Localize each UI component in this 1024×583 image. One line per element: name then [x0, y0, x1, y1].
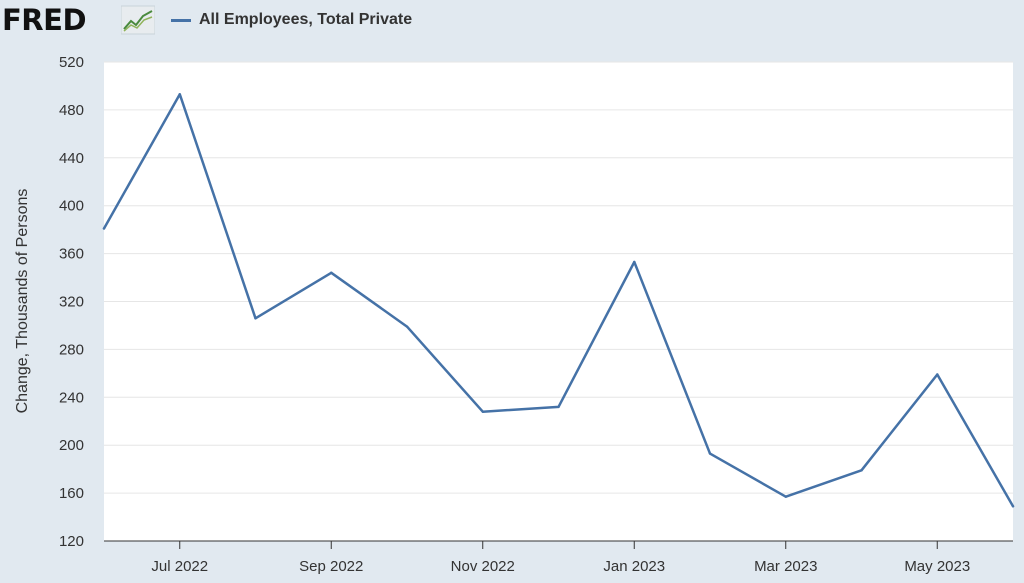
data-point: [936, 373, 939, 376]
data-point: [784, 495, 787, 498]
legend-label: All Employees, Total Private: [199, 11, 413, 28]
trend-chart-icon: [121, 5, 155, 35]
y-axis-ticks: 120 160 200 240 280 320 360 400 440 480 520: [59, 54, 84, 550]
y-tick-label: 120: [59, 533, 84, 550]
data-point: [633, 260, 636, 264]
y-tick-label: 480: [59, 102, 84, 119]
data-point: [708, 452, 712, 455]
data-point: [557, 405, 560, 409]
y-tick-label: 520: [59, 54, 84, 71]
series-group: [102, 93, 1015, 508]
chart-header: FRED All Employees, Total Private: [0, 0, 1024, 40]
x-axis-ticks: Jul 2022 Sep 2022 Nov 2022 Jan 2023 Mar 2023…: [151, 541, 970, 575]
data-point: [102, 227, 106, 230]
data-point: [254, 317, 257, 320]
y-tick-label: 360: [59, 246, 84, 263]
data-point: [405, 325, 409, 328]
legend-swatch: [171, 18, 191, 22]
data-point: [481, 410, 484, 413]
x-tick-label: Mar 2023: [754, 558, 817, 575]
y-tick-label: 200: [59, 437, 84, 454]
data-point: [330, 271, 333, 274]
x-tick-label: Jan 2023: [603, 558, 665, 575]
fred-logo[interactable]: FRED: [2, 3, 87, 37]
y-tick-label: 280: [59, 341, 84, 358]
y-tick-label: 440: [59, 150, 84, 167]
x-tick-label: May 2023: [904, 558, 970, 575]
data-point: [1011, 505, 1015, 508]
y-tick-label: 320: [59, 294, 84, 311]
x-tick-label: Jul 2022: [151, 558, 208, 575]
y-tick-label: 400: [59, 198, 84, 215]
chart-legend: All Employees, Total Private: [171, 9, 412, 31]
y-axis-title: Change, Thousands of Persons: [14, 189, 31, 414]
data-point: [860, 469, 863, 472]
x-tick-label: Nov 2022: [451, 558, 515, 575]
y-tick-label: 240: [59, 389, 84, 406]
y-tick-label: 160: [59, 485, 84, 502]
data-point: [178, 93, 181, 96]
x-tick-label: Sep 2022: [299, 558, 363, 575]
